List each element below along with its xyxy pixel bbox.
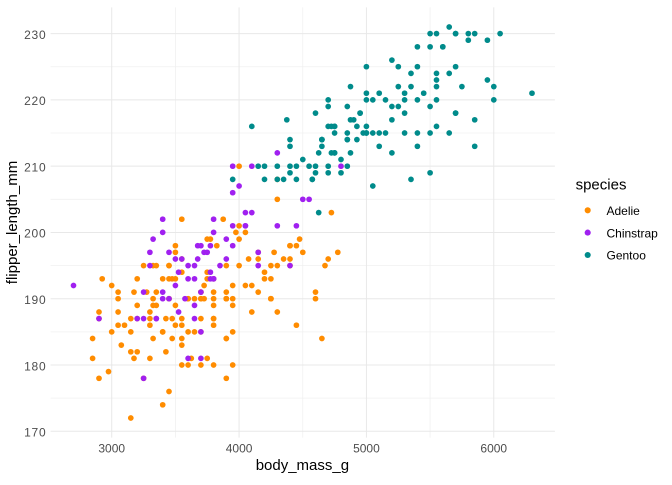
svg-text:body_mass_g: body_mass_g bbox=[256, 457, 349, 474]
svg-text:220: 220 bbox=[24, 94, 46, 108]
svg-text:4000: 4000 bbox=[226, 442, 253, 456]
svg-text:180: 180 bbox=[24, 359, 46, 373]
svg-text:210: 210 bbox=[24, 160, 46, 174]
svg-text:5000: 5000 bbox=[353, 442, 380, 456]
svg-text:6000: 6000 bbox=[480, 442, 507, 456]
svg-text:230: 230 bbox=[24, 28, 46, 42]
svg-text:Chinstrap: Chinstrap bbox=[607, 226, 659, 240]
svg-text:200: 200 bbox=[24, 227, 46, 241]
svg-text:Gentoo: Gentoo bbox=[607, 249, 647, 263]
svg-text:species: species bbox=[576, 176, 627, 193]
svg-text:3000: 3000 bbox=[98, 442, 125, 456]
svg-text:Adelie: Adelie bbox=[607, 204, 641, 218]
svg-text:190: 190 bbox=[24, 293, 46, 307]
svg-text:170: 170 bbox=[24, 426, 46, 440]
svg-text:flipper_length_mm: flipper_length_mm bbox=[4, 161, 21, 284]
